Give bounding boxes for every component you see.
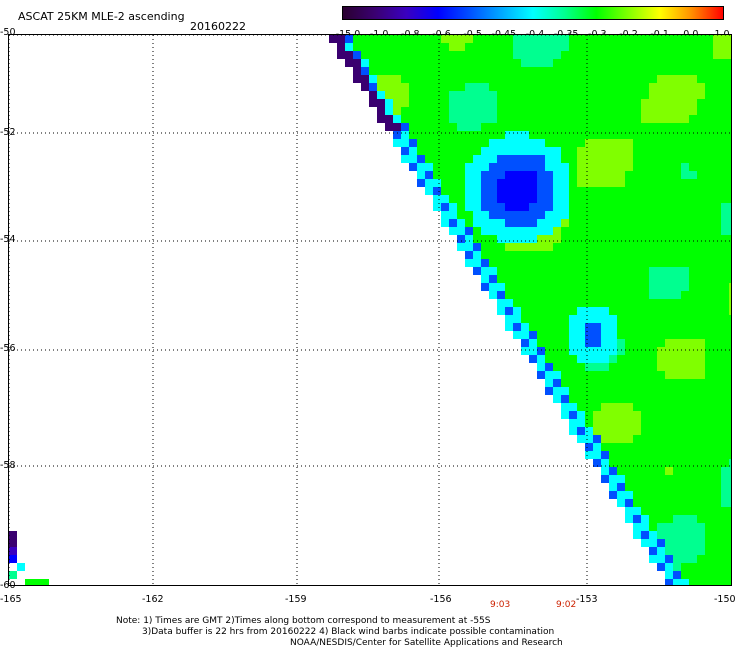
wind-cell (9, 571, 17, 579)
wind-cell (17, 563, 25, 571)
lon-label: -165 (0, 594, 22, 605)
lon-label: -150 (714, 594, 736, 605)
lat-label: -52 (0, 127, 16, 138)
lon-label: -156 (430, 594, 452, 605)
map-plot (8, 34, 732, 586)
lon-label: -153 (576, 594, 598, 605)
lat-label: -54 (0, 234, 16, 245)
wind-field (329, 35, 731, 585)
product-title: ASCAT 25KM MLE-2 ascending (18, 10, 185, 23)
product-date: 20160222 (190, 20, 246, 33)
colorbar (342, 6, 724, 20)
wind-cell (25, 579, 49, 585)
time-label: 9:02 (556, 600, 577, 610)
wind-cell (9, 555, 17, 563)
lat-label: -58 (0, 460, 16, 471)
wind-cell (9, 547, 17, 555)
note-line-1: Note: 1) Times are GMT 2)Times along bot… (116, 616, 491, 626)
time-label: 9:03 (490, 600, 511, 610)
note-line-2: 3)Data buffer is 22 hrs from 20160222 4)… (142, 627, 555, 637)
lat-label: -56 (0, 343, 16, 354)
lat-label: -60 (0, 580, 16, 591)
wind-cell (9, 531, 17, 539)
wind-cell (9, 539, 17, 547)
note-line-3: NOAA/NESDIS/Center for Satellite Applica… (290, 638, 563, 648)
lon-label: -162 (142, 594, 164, 605)
map-canvas (9, 35, 731, 585)
lat-label: -50 (0, 27, 16, 38)
lon-label: -159 (285, 594, 307, 605)
